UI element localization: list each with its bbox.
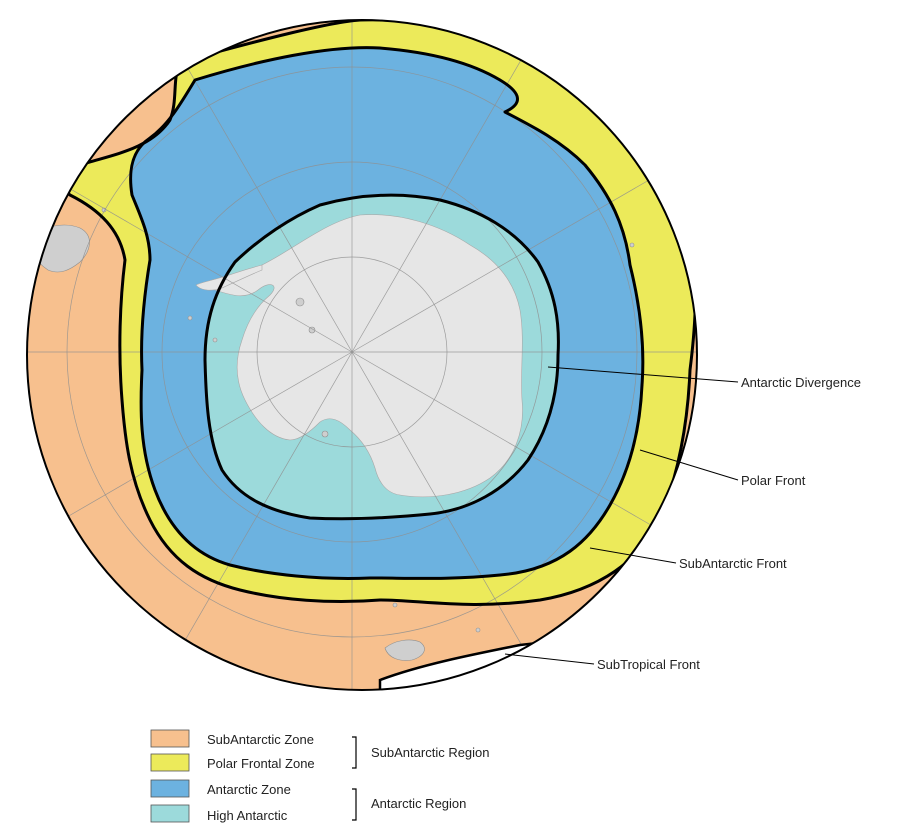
callout-polar-front: Polar Front: [639, 449, 806, 488]
group-label-subantarctic-region: SubAntarctic Region: [371, 745, 490, 760]
legend-swatch-polar-frontal-zone: [150, 753, 190, 772]
globe-outline: [26, 19, 698, 691]
legend-label-antarctic-zone: Antarctic Zone: [207, 782, 291, 797]
legend-swatch-antarctic-zone: [150, 779, 190, 798]
bracket-antarctic-region: [352, 788, 357, 821]
callout-subantarctic-front: SubAntarctic Front: [589, 547, 787, 571]
legend-label-subantarctic-zone: SubAntarctic Zone: [207, 732, 314, 747]
legend: SubAntarctic Zone Polar Frontal Zone Ant…: [150, 729, 490, 823]
legend-label-polar-frontal-zone: Polar Frontal Zone: [207, 756, 315, 771]
antarctic-divergence-line: [203, 193, 560, 521]
bracket-subantarctic-region: [352, 736, 357, 769]
polar-front-label: Polar Front: [741, 473, 806, 488]
graticule: [27, 20, 697, 690]
callout-antarctic-divergence: Antarctic Divergence: [547, 366, 861, 390]
legend-label-high-antarctic: High Antarctic: [207, 808, 288, 823]
subtropical-front-label: SubTropical Front: [597, 657, 700, 672]
legend-swatch-high-antarctic: [150, 804, 190, 823]
legend-swatch-subantarctic-zone: [150, 729, 190, 748]
antarctic-divergence-label: Antarctic Divergence: [741, 375, 861, 390]
callout-subtropical-front: SubTropical Front: [504, 653, 700, 672]
polar-front-line: [129, 46, 645, 580]
subantarctic-front-label: SubAntarctic Front: [679, 556, 787, 571]
group-label-antarctic-region: Antarctic Region: [371, 796, 466, 811]
